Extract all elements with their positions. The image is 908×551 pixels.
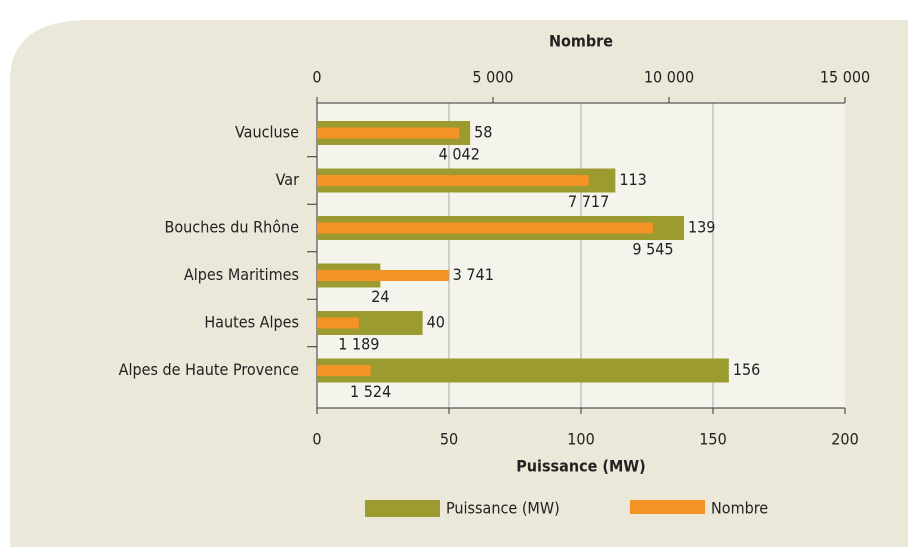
value-label: 7 717 (568, 192, 609, 211)
x2-tick-label: 0 (312, 68, 321, 87)
x2-tick-label: 15 000 (820, 68, 870, 87)
bar (317, 270, 449, 281)
x-tick-label: 150 (699, 430, 726, 449)
y-tick-label: Var (276, 170, 299, 189)
x2-axis-title: Nombre (549, 32, 613, 51)
legend-label: Puissance (MW) (446, 499, 560, 518)
bar (317, 358, 729, 383)
value-label: 9 545 (632, 240, 673, 259)
x-tick-label: 200 (831, 430, 858, 449)
y-tick-label: Bouches du Rhône (164, 218, 299, 237)
value-label: 3 741 (453, 265, 494, 284)
value-label: 139 (688, 218, 715, 237)
bar (317, 365, 371, 376)
y-tick-label: Vaucluse (235, 123, 299, 142)
legend-swatch (365, 500, 440, 517)
y-tick-label: Alpes de Haute Provence (119, 360, 300, 379)
value-label: 4 042 (439, 145, 480, 164)
value-label: 156 (733, 360, 760, 379)
x-tick-label: 50 (440, 430, 458, 449)
y-tick-label: Hautes Alpes (204, 313, 299, 332)
y-tick-label: Alpes Maritimes (184, 265, 299, 284)
bar (317, 317, 359, 329)
bar (317, 175, 589, 186)
value-label: 1 189 (338, 335, 379, 354)
bar (317, 222, 653, 234)
value-label: 40 (427, 313, 445, 332)
x2-tick-label: 10 000 (644, 68, 694, 87)
bar (317, 127, 460, 139)
legend-swatch (630, 500, 705, 514)
value-label: 1 524 (350, 382, 391, 401)
value-label: 24 (371, 287, 389, 306)
x-tick-label: 0 (312, 430, 321, 449)
x-tick-label: 100 (567, 430, 594, 449)
value-label: 58 (474, 123, 492, 142)
legend-label: Nombre (711, 499, 768, 518)
x-axis-title: Puissance (MW) (516, 457, 646, 476)
value-label: 113 (619, 170, 646, 189)
x2-tick-label: 5 000 (472, 68, 513, 87)
